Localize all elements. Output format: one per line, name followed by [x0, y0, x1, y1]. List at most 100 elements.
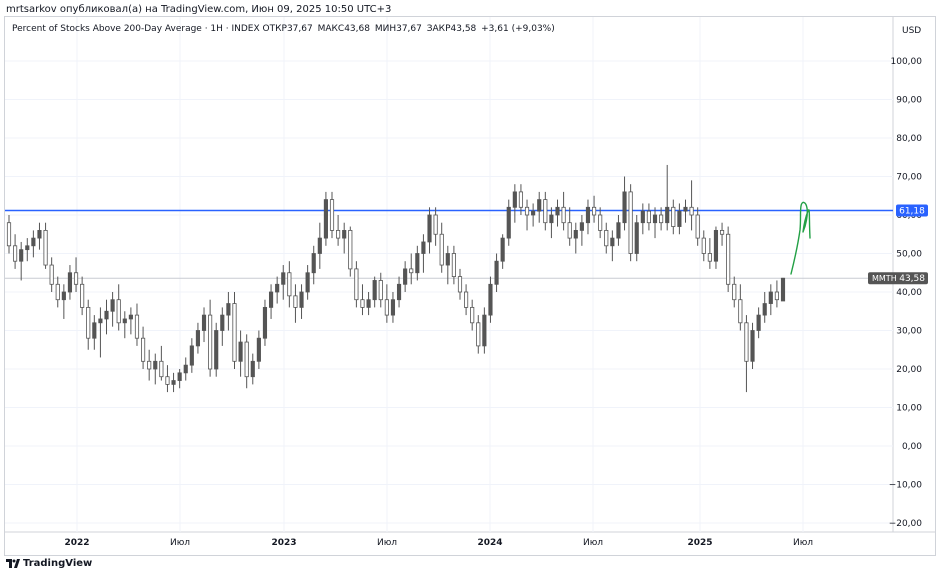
- candle-body: [762, 303, 767, 316]
- candle: [183, 357, 188, 381]
- candle: [311, 245, 316, 285]
- candle-body: [195, 330, 201, 347]
- candle: [561, 191, 566, 231]
- candle: [226, 292, 231, 331]
- candle-body: [738, 299, 743, 324]
- currency-label[interactable]: USD: [902, 26, 922, 36]
- candle: [244, 334, 249, 389]
- legend-low-label: МИН: [374, 24, 397, 34]
- legend-open: 37,67: [286, 24, 313, 34]
- candle-body: [110, 299, 115, 312]
- candle: [591, 195, 597, 223]
- candle-body: [695, 214, 700, 239]
- footer-brand[interactable]: TradingView: [6, 558, 92, 569]
- legend-low: 37,67: [396, 24, 422, 34]
- candle-body: [147, 360, 152, 370]
- candle-body: [579, 222, 584, 231]
- candle-body: [403, 268, 408, 285]
- hline-price-label[interactable]: 61,18: [896, 204, 928, 217]
- candle: [396, 276, 402, 308]
- candle: [110, 292, 115, 327]
- candle: [634, 215, 639, 262]
- candle: [506, 199, 511, 246]
- legend-symbol: Percent of Stocks Above 200-Day Average …: [12, 24, 260, 34]
- candle: [390, 292, 396, 323]
- x-axis[interactable]: 2022 Июл 2023 Июл 2024 Июл 2025 Июл: [64, 538, 813, 548]
- candle: [141, 326, 146, 369]
- candle-body: [415, 253, 420, 274]
- candle-body: [116, 299, 121, 324]
- candle: [585, 199, 591, 235]
- candle-body: [262, 306, 268, 339]
- candle-body: [372, 280, 377, 301]
- candle: [439, 222, 444, 273]
- candle-body: [141, 337, 146, 362]
- candle-body: [98, 318, 103, 324]
- candle: [622, 176, 627, 231]
- legend-high: 43,68: [344, 24, 370, 34]
- candle-body: [470, 306, 475, 324]
- candle-body: [287, 272, 292, 297]
- y-tick-label: 100,00: [891, 57, 923, 67]
- candle-body: [439, 233, 444, 266]
- candle: [518, 184, 524, 215]
- candle: [598, 207, 603, 239]
- candle-body: [421, 241, 426, 254]
- candle-body: [616, 222, 621, 239]
- candle: [232, 292, 237, 369]
- candle-body: [299, 291, 304, 308]
- candle-body: [610, 237, 615, 247]
- last-price-label-bg: [868, 272, 928, 285]
- candle-body: [573, 229, 578, 239]
- tradingview-logo-icon: [6, 559, 20, 568]
- candle-body: [598, 214, 603, 231]
- candle-body: [378, 280, 383, 301]
- candle-body: [585, 206, 591, 224]
- x-tick-label: 2022: [64, 538, 89, 548]
- candle-body: [220, 314, 225, 331]
- candle: [128, 307, 133, 335]
- candle: [153, 353, 158, 385]
- candle-body: [256, 337, 261, 362]
- candle-body: [464, 291, 469, 308]
- candle-body: [640, 210, 645, 224]
- candle-body: [768, 291, 773, 304]
- candle: [384, 284, 389, 323]
- candle: [652, 207, 658, 239]
- handdrawn-arrow-annotation: [790, 201, 811, 275]
- candle-body: [281, 272, 286, 285]
- candle-body: [634, 222, 639, 254]
- y-axis[interactable]: 100,0090,0080,0070,0060,0050,0040,0030,0…: [868, 57, 928, 529]
- legend-high-label: МАКС: [317, 24, 345, 34]
- legend-open-label: ОТКР: [262, 24, 287, 34]
- last-price-label[interactable]: MMTH 43,58: [868, 272, 928, 285]
- chart-legend: Percent of Stocks Above 200-Day Average …: [12, 24, 555, 34]
- candle: [293, 284, 298, 323]
- candle-body: [713, 229, 719, 262]
- candle: [348, 226, 353, 277]
- candles-group: [6, 164, 786, 393]
- x-tick-label: 2025: [687, 538, 712, 548]
- candle: [744, 315, 749, 393]
- candle-body: [177, 372, 182, 381]
- candle-body: [232, 303, 237, 362]
- candle: [494, 253, 499, 292]
- candle-body: [506, 206, 511, 239]
- candle: [305, 265, 310, 300]
- candle-body: [244, 341, 249, 378]
- legend-close: 43,58: [450, 24, 477, 34]
- candle: [159, 345, 164, 381]
- candle: [415, 245, 420, 281]
- candle-body: [360, 299, 365, 308]
- candle: [171, 372, 176, 393]
- candle-body: [683, 206, 688, 212]
- candle-body: [433, 214, 438, 235]
- y-tick-label: −10,00: [889, 481, 923, 491]
- candle: [543, 191, 548, 231]
- candle: [726, 226, 731, 292]
- candle-body: [323, 199, 328, 239]
- candle-body: [342, 229, 347, 239]
- candle: [116, 284, 121, 331]
- candle: [713, 226, 719, 269]
